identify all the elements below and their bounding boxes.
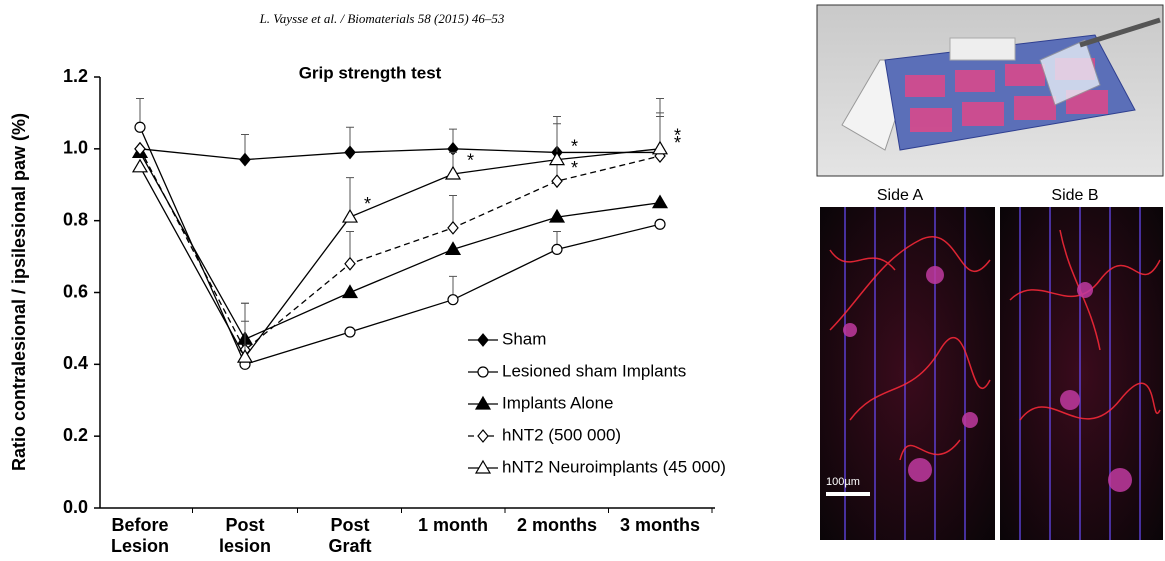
series <box>131 144 669 345</box>
marker <box>134 141 146 156</box>
marker <box>477 366 489 378</box>
significance-mark: * <box>571 158 578 178</box>
marker <box>131 158 149 173</box>
significance-mark: * <box>467 151 474 171</box>
legend-label: Implants Alone <box>502 393 614 412</box>
marker <box>474 459 492 474</box>
y-tick-label: 0.6 <box>63 281 88 301</box>
marker <box>444 165 462 180</box>
significance-mark: * <box>674 126 681 146</box>
marker <box>344 145 356 160</box>
series <box>134 112 666 357</box>
panel-label: Side A <box>877 187 924 204</box>
marker <box>239 152 251 167</box>
marker <box>651 140 669 155</box>
marker <box>236 348 254 363</box>
x-tick-label: Before Lesion <box>110 515 169 556</box>
marker <box>548 208 566 223</box>
scale-bar-label: 100µm <box>826 476 860 488</box>
marker <box>447 294 459 306</box>
marker <box>651 194 669 209</box>
error-bar <box>656 98 664 149</box>
y-tick-label: 1.2 <box>63 66 88 86</box>
series-line <box>139 148 661 359</box>
significance-mark: * <box>674 133 681 153</box>
marker <box>551 243 563 255</box>
marker <box>344 326 356 338</box>
marker <box>344 256 356 271</box>
series <box>134 116 666 167</box>
y-tick-label: 1.0 <box>63 138 88 158</box>
x-tick-label: Post Graft <box>328 515 372 556</box>
series-line <box>139 152 661 341</box>
marker <box>444 241 462 255</box>
y-axis-label: Ratio contralesional / ipsilesional paw … <box>9 113 29 471</box>
fluorescence-image <box>820 207 1163 540</box>
running-header: L. Vaysse et al. / Biomaterials 58 (2015… <box>259 11 505 26</box>
y-tick-label: 0.0 <box>63 497 88 517</box>
series <box>134 98 666 370</box>
marker <box>551 174 563 189</box>
panel-label: Side B <box>1051 187 1098 204</box>
series-line <box>139 148 660 161</box>
marker <box>654 218 666 230</box>
significance-mark: * <box>571 136 578 156</box>
y-tick-label: 0.2 <box>63 425 88 445</box>
chart-title: Grip strength test <box>299 63 442 82</box>
significance-mark: * <box>364 194 371 214</box>
x-tick-label: Post lesion <box>218 515 271 556</box>
marker <box>548 151 566 166</box>
marker <box>477 333 489 347</box>
legend-label: Lesioned sham Implants <box>502 361 686 380</box>
x-tick-label: 1 month <box>418 515 488 535</box>
series-line <box>139 148 661 351</box>
marker <box>447 220 459 235</box>
legend-label: hNT2 (500 000) <box>502 425 621 444</box>
x-tick-label: 2 months <box>516 515 597 535</box>
legend-label: hNT2 Neuroimplants (45 000) <box>502 457 726 476</box>
marker <box>474 395 492 410</box>
marker <box>341 208 359 223</box>
legend-label: Sham <box>502 329 546 348</box>
marker <box>134 121 146 133</box>
x-tick-label: 3 months <box>619 515 700 535</box>
marker <box>477 429 489 443</box>
series <box>131 98 669 363</box>
marker <box>341 284 359 299</box>
device-photo <box>816 4 1164 177</box>
y-tick-label: 0.4 <box>63 353 88 373</box>
y-tick-label: 0.8 <box>63 209 88 229</box>
